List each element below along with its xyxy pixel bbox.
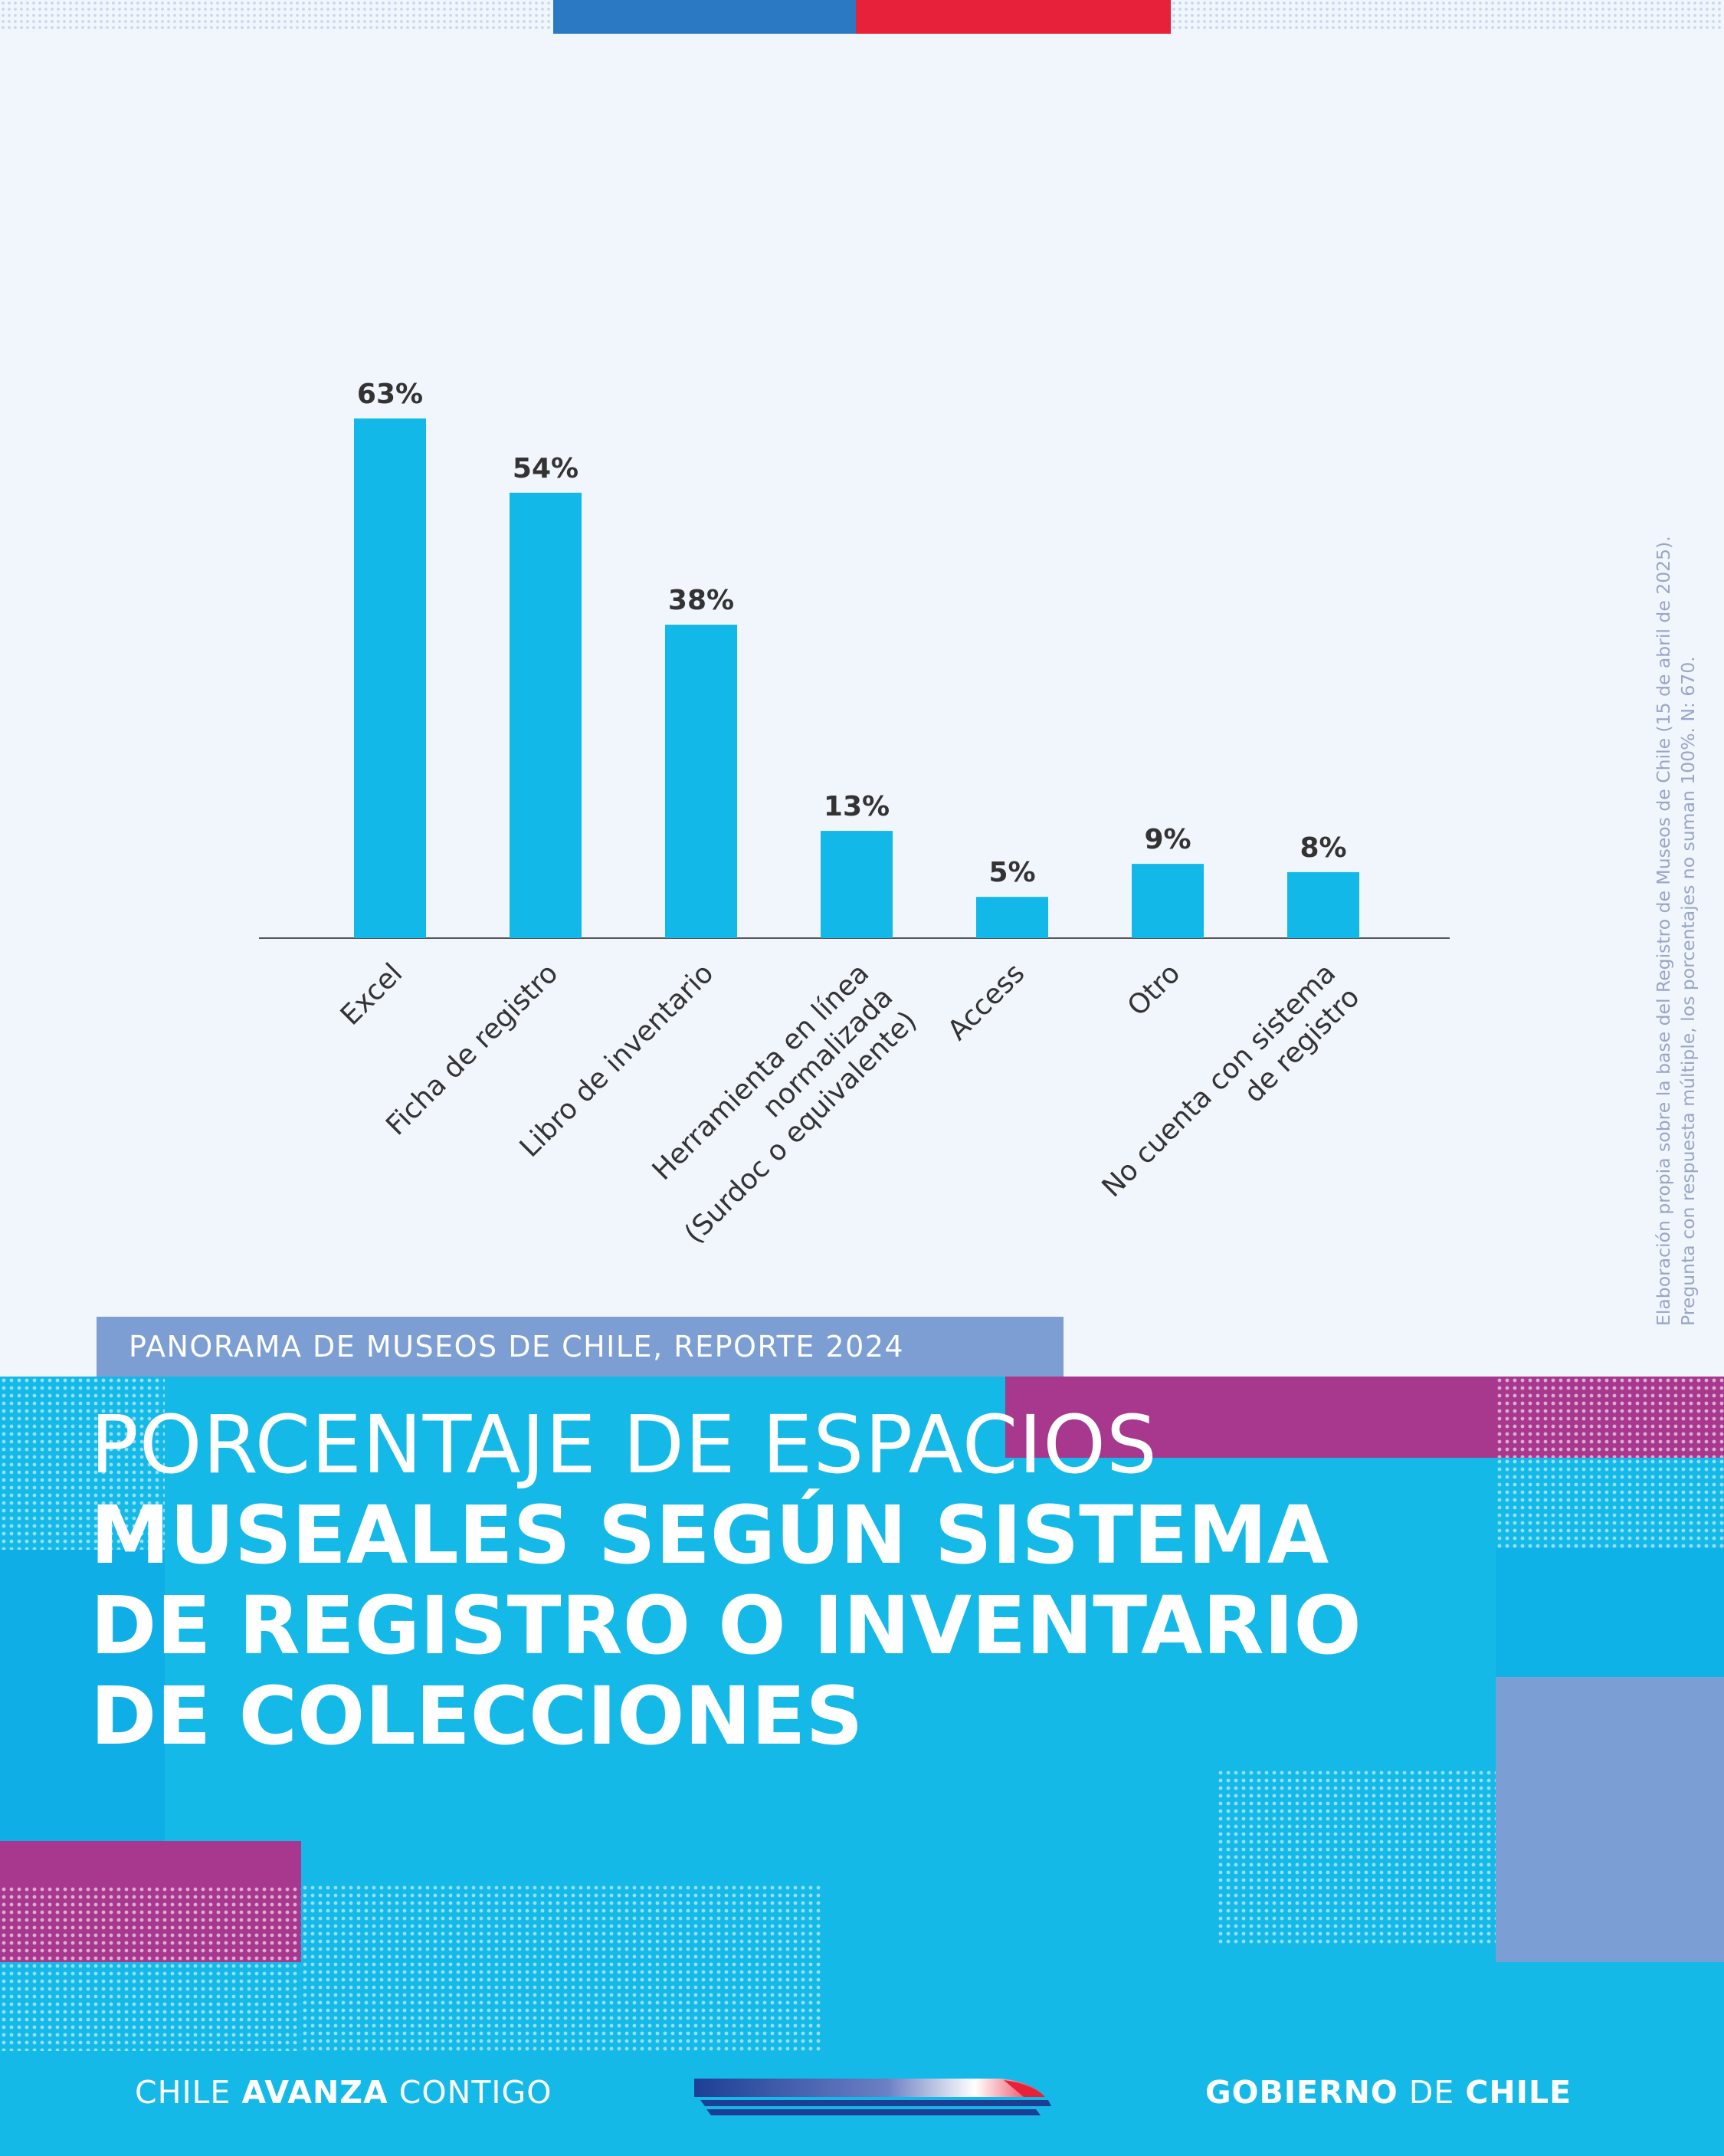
category-label: Access xyxy=(942,957,1031,1046)
dot-pattern-mid-right xyxy=(1217,1769,1496,1945)
dot-pattern-left-top xyxy=(0,1377,165,1550)
dot-pattern-bottom-left-2 xyxy=(0,1962,301,2051)
magenta-block-right xyxy=(1005,1377,1496,1458)
category-label: Otro xyxy=(1122,957,1186,1022)
title-line-4: DE COLECCIONES xyxy=(90,1669,864,1763)
bar xyxy=(510,492,582,938)
bar-value-label: 63% xyxy=(357,379,423,410)
bar-chart: 63% Excel 54% Ficha de registro 38% Libro de … xyxy=(259,379,1450,1249)
title-line-2: MUSEALES SEGÚN SISTEMA xyxy=(90,1488,1329,1582)
bar xyxy=(976,897,1048,938)
deep-blue-block-left xyxy=(0,1550,165,1841)
bar-value-label: 8% xyxy=(1300,832,1346,864)
bar-value-label: 38% xyxy=(668,585,734,616)
category-label-line: Access xyxy=(942,957,1031,1046)
footer-gov-bold-2: CHILE xyxy=(1465,2074,1572,2111)
bar xyxy=(354,418,426,938)
magenta-dot-pattern-left xyxy=(0,1885,301,1962)
footer-slogan-suffix: CONTIGO xyxy=(388,2074,552,2111)
report-tag: PANORAMA DE MUSEOS DE CHILE, REPORTE 202… xyxy=(97,1317,1064,1377)
bar xyxy=(665,625,737,938)
dot-pattern-bottom-left xyxy=(301,1884,824,2051)
train-logo-icon xyxy=(694,2079,1051,2115)
footer-gov-bold-1: GOBIERNO xyxy=(1205,2074,1398,2111)
top-dot-pattern-right xyxy=(1171,0,1724,31)
title-line-3: DE REGISTRO O INVENTARIO xyxy=(90,1579,1362,1672)
deep-blue-block-right xyxy=(1496,1548,1724,1677)
dot-pattern-right xyxy=(1496,1458,1724,1548)
source-note-line-1: Elaboración propia sobre la base del Reg… xyxy=(1653,536,1674,1326)
footer-slogan: CHILE AVANZA CONTIGO xyxy=(135,2074,552,2111)
footer-government: GOBIERNO DE CHILE xyxy=(1205,2074,1572,2111)
category-label-line: Excel xyxy=(335,957,408,1031)
page-title: PORCENTAJE DE ESPACIOS MUSEALES SEGÚN SI… xyxy=(90,1400,1546,1761)
bar-value-label: 54% xyxy=(513,453,578,484)
category-label: Excel xyxy=(335,957,408,1031)
source-note-line-2: Pregunta con respuesta múltiple, los por… xyxy=(1677,656,1699,1326)
footer-slogan-bold: AVANZA xyxy=(241,2074,388,2111)
flag-stripe-red xyxy=(856,0,1171,34)
category-label: Ficha de registro xyxy=(380,957,564,1141)
title-line-1: PORCENTAJE DE ESPACIOS xyxy=(90,1398,1158,1491)
source-note: Elaboración propia sobre la base del Reg… xyxy=(1651,437,1700,1326)
category-label-line: Otro xyxy=(1122,957,1186,1022)
footer-slogan-prefix: CHILE xyxy=(135,2074,242,2111)
magenta-block-left xyxy=(0,1841,301,1885)
category-label-line: Ficha de registro xyxy=(380,957,564,1141)
magenta-dot-pattern-right xyxy=(1496,1377,1724,1458)
lavender-block-right xyxy=(1496,1677,1724,1962)
flag-stripe-blue xyxy=(553,0,856,34)
bar xyxy=(1132,864,1204,938)
bar xyxy=(821,831,893,938)
bar-value-label: 13% xyxy=(824,791,890,822)
bar-value-label: 5% xyxy=(988,857,1035,888)
bar xyxy=(1287,871,1359,938)
bar-value-label: 9% xyxy=(1144,824,1191,855)
footer-gov-mid: DE xyxy=(1398,2074,1466,2111)
top-dot-pattern-left xyxy=(0,0,553,31)
